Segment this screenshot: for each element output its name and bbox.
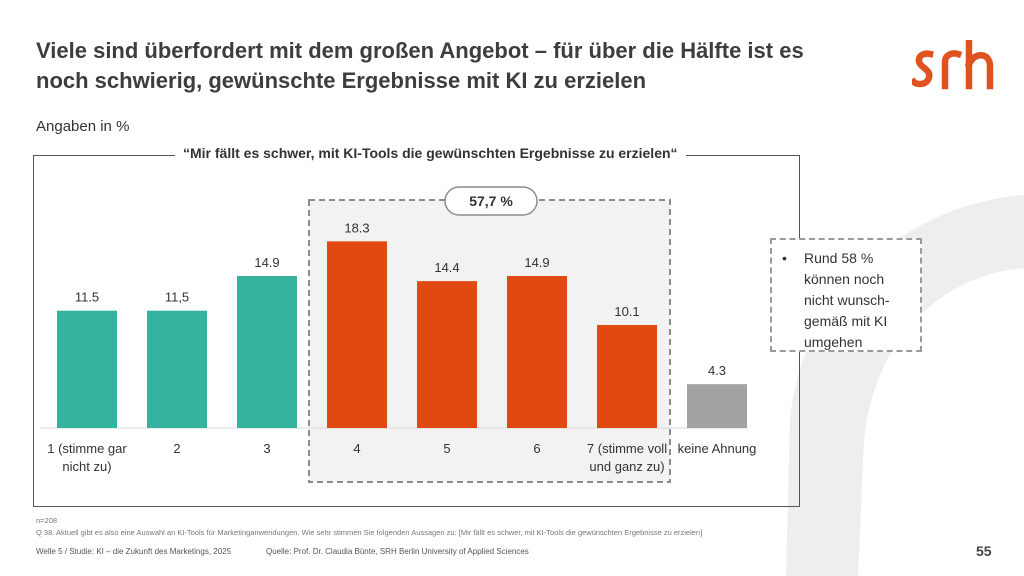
data-label-3: 14.9: [254, 255, 279, 270]
category-label-5: 5: [443, 441, 450, 456]
note-text: Rund 58 % können noch nicht wunsch-gemäß…: [804, 250, 890, 350]
category-label-7-line-1: 7 (stimme voll: [587, 441, 667, 456]
category-label-2: 2: [173, 441, 180, 456]
data-label-6: 14.9: [524, 255, 549, 270]
study-wave: Welle 5 / Studie: KI – die Zukunft des M…: [36, 547, 232, 556]
data-label-1: 11.5: [75, 290, 99, 305]
bar-6: [507, 276, 567, 428]
category-label-1-line-1: 1 (stimme gar: [47, 441, 127, 456]
question-text: Q 38. Aktuell gibt es also eine Auswahl …: [36, 528, 703, 537]
data-label-4: 18.3: [344, 220, 369, 235]
chart-question-title: “Mir fällt es schwer, mit KI-Tools die g…: [175, 145, 686, 161]
bar-1: [57, 310, 117, 428]
page-number: 55: [976, 543, 992, 559]
category-label-3: 3: [263, 441, 270, 456]
category-label-8: keine Ahnung: [678, 441, 757, 456]
highlight-badge: 57,7 %: [469, 193, 513, 209]
data-label-8: 4.3: [708, 363, 726, 378]
source-credit: Quelle: Prof. Dr. Claudia Bünte, SRH Ber…: [266, 547, 529, 556]
bar-2: [147, 310, 207, 428]
category-label-4: 4: [353, 441, 360, 456]
data-label-2: 11,5: [165, 290, 189, 305]
note-bullet: •: [782, 250, 787, 266]
bars-group: 11.5 1 (stimme gar nicht zu) 11,5 2 14.9 3 18.3…: [47, 220, 756, 474]
data-label-5: 14.4: [434, 260, 459, 275]
sample-size: n=208: [36, 516, 58, 525]
data-label-7: 10.1: [614, 304, 639, 319]
highlight-badge-pill: [444, 186, 538, 216]
unit-label: Angaben in %: [36, 118, 130, 135]
bar-5: [417, 281, 477, 428]
category-label-6: 6: [533, 441, 540, 456]
bar-3: [237, 276, 297, 428]
summary-note: • Rund 58 % können noch nicht wunsch-gem…: [770, 238, 922, 352]
page-title: Viele sind überfordert mit dem großen An…: [36, 38, 804, 93]
category-label-7-line-2: und ganz zu): [589, 459, 664, 474]
bar-7: [597, 324, 657, 428]
category-label-1-line-2: nicht zu): [62, 459, 111, 474]
bar-8: [687, 384, 747, 428]
bar-4: [327, 241, 387, 428]
srh-logo: [912, 40, 994, 90]
